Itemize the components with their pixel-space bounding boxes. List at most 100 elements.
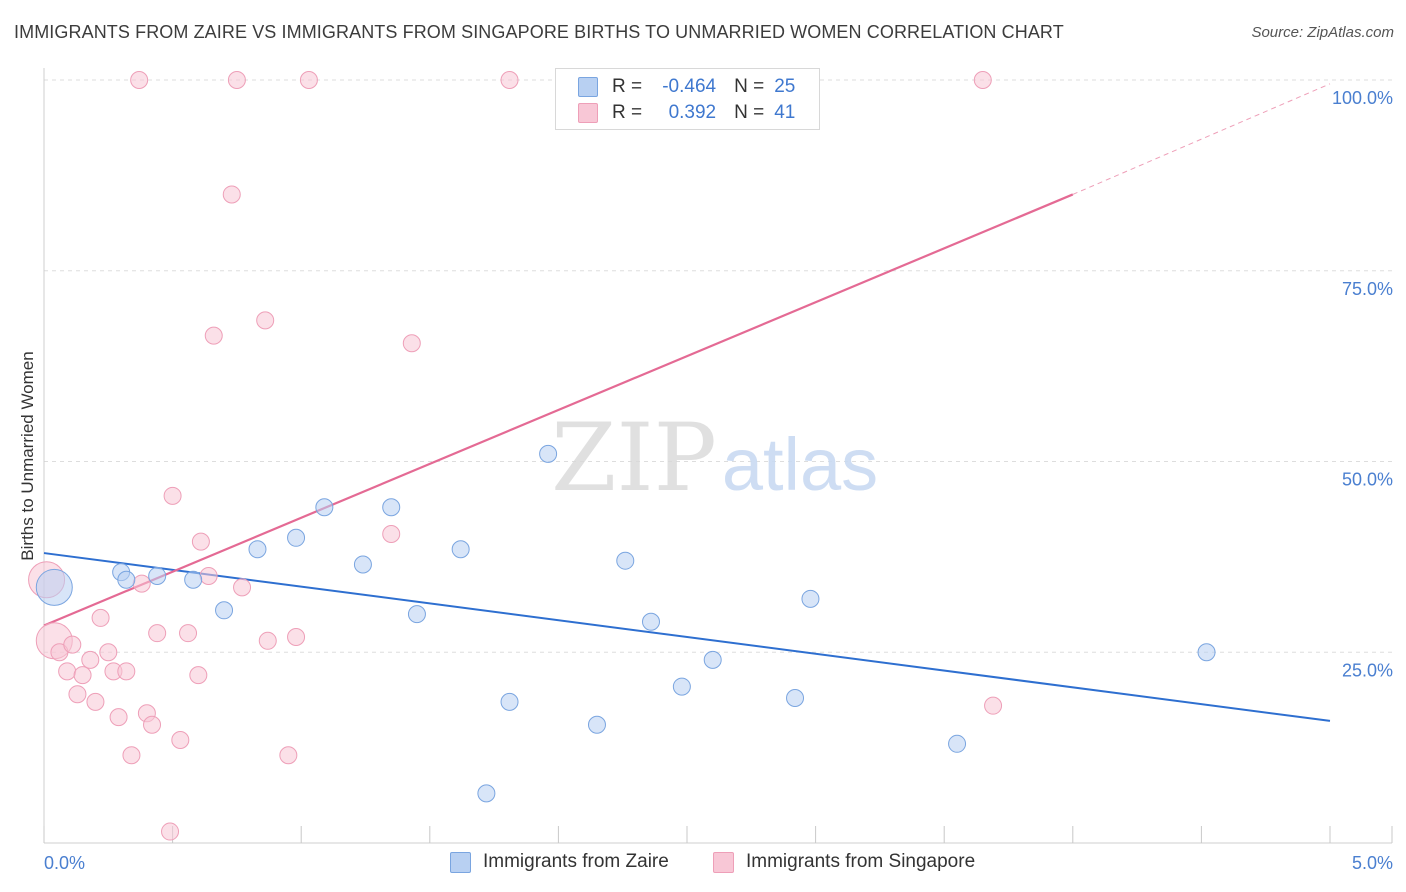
correlation-legend: R = -0.464 N = 25 R = 0.392 N = 41 [555,68,820,130]
y-tick-labels: 25.0% 50.0% 75.0% 100.0% [1332,88,1393,680]
point-singapore [256,311,275,330]
trend-lines [43,83,1331,722]
point-singapore [191,532,210,551]
trend-line-zaire [43,552,1331,722]
source-credit: Source: ZipAtlas.com [1251,24,1394,41]
point-singapore [402,334,421,353]
legend-r-value: 0.392 [668,102,717,123]
point-zaire [215,601,234,620]
point-singapore [81,650,100,669]
trend-line-singapore [43,193,1074,627]
point-singapore [179,624,198,643]
y-tick-label: 75.0% [1342,279,1393,299]
point-zaire [407,605,426,624]
legend-n-label: N = [734,102,765,123]
legend-r-label: R = [612,76,643,97]
x-tick-label: 0.0% [44,853,85,873]
legend-row-zaire: R = -0.464 N = 25 [578,75,795,99]
point-zaire [184,570,203,589]
point-singapore [161,822,180,841]
point-singapore [63,635,82,654]
series-legend: Immigrants from Zaire Immigrants from Si… [0,851,1406,879]
point-singapore [132,574,151,593]
data-points [28,71,1216,841]
point-singapore [233,578,252,597]
point-zaire [500,692,519,711]
point-singapore [382,524,401,543]
point-singapore [109,708,128,727]
point-zaire [616,551,635,570]
legend-r-label: R = [612,102,643,123]
point-zaire [1197,643,1216,662]
point-zaire [672,677,691,696]
point-singapore [68,685,87,704]
point-singapore [299,71,318,89]
point-singapore [163,486,182,505]
legend-swatch-zaire [450,851,471,873]
axes [43,68,1393,844]
point-singapore [222,185,241,204]
point-zaire [35,568,73,606]
x-tick-label: 5.0% [1352,853,1393,873]
point-zaire [117,570,136,589]
legend-swatch-singapore [713,851,734,873]
legend-swatch-zaire [578,77,598,97]
y-tick-label: 50.0% [1342,470,1393,490]
legend-label-zaire: Immigrants from Zaire [483,851,669,872]
point-zaire [451,540,470,559]
point-zaire [248,540,267,559]
legend-n-value: 41 [774,102,796,123]
point-singapore [58,662,77,681]
point-singapore [258,631,277,650]
point-singapore [86,692,105,711]
point-zaire [315,498,334,517]
point-singapore [91,608,110,627]
point-singapore [122,746,141,765]
trend-line-singapore-extension [1072,83,1331,195]
legend-item-zaire[interactable]: Immigrants from Zaire [450,851,669,873]
point-zaire [948,734,967,753]
y-tick-label: 100.0% [1332,88,1393,108]
legend-r-value: -0.464 [662,76,717,97]
point-singapore [171,730,190,749]
y-tick-label: 25.0% [1342,660,1393,680]
point-singapore [130,71,149,89]
point-zaire [382,498,401,517]
watermark-zip: ZIP [551,404,717,513]
point-singapore [143,715,162,734]
point-zaire [703,650,722,669]
point-singapore [204,326,223,345]
point-singapore [287,627,306,646]
point-zaire [539,444,558,463]
point-zaire [641,612,660,631]
point-zaire [477,784,496,803]
watermark: ZIP atlas [551,404,878,513]
legend-label-singapore: Immigrants from Singapore [746,851,976,872]
point-singapore [73,666,92,685]
legend-item-singapore[interactable]: Immigrants from Singapore [713,851,975,873]
legend-n-label: N = [734,76,765,97]
legend-swatch-singapore [578,103,598,123]
y-axis-label: Births to Unmarried Women [18,351,37,561]
x-tick-labels: 0.0% 5.0% [44,853,1393,873]
point-zaire [287,528,306,547]
watermark-atlas: atlas [722,423,878,506]
point-singapore [973,71,992,89]
legend-n-value: 25 [774,76,796,97]
point-singapore [227,71,246,89]
gridlines [44,79,1392,653]
point-zaire [786,689,805,708]
point-singapore [500,71,519,89]
point-singapore [99,643,118,662]
point-zaire [353,555,372,574]
point-zaire [148,566,167,585]
legend-row-singapore: R = 0.392 N = 41 [578,101,795,125]
point-singapore [117,662,136,681]
point-singapore [199,566,218,585]
point-singapore [148,624,167,643]
point-singapore [279,746,298,765]
point-singapore [189,666,208,685]
chart-title: IMMIGRANTS FROM ZAIRE VS IMMIGRANTS FROM… [14,22,1064,42]
point-singapore [984,696,1003,715]
